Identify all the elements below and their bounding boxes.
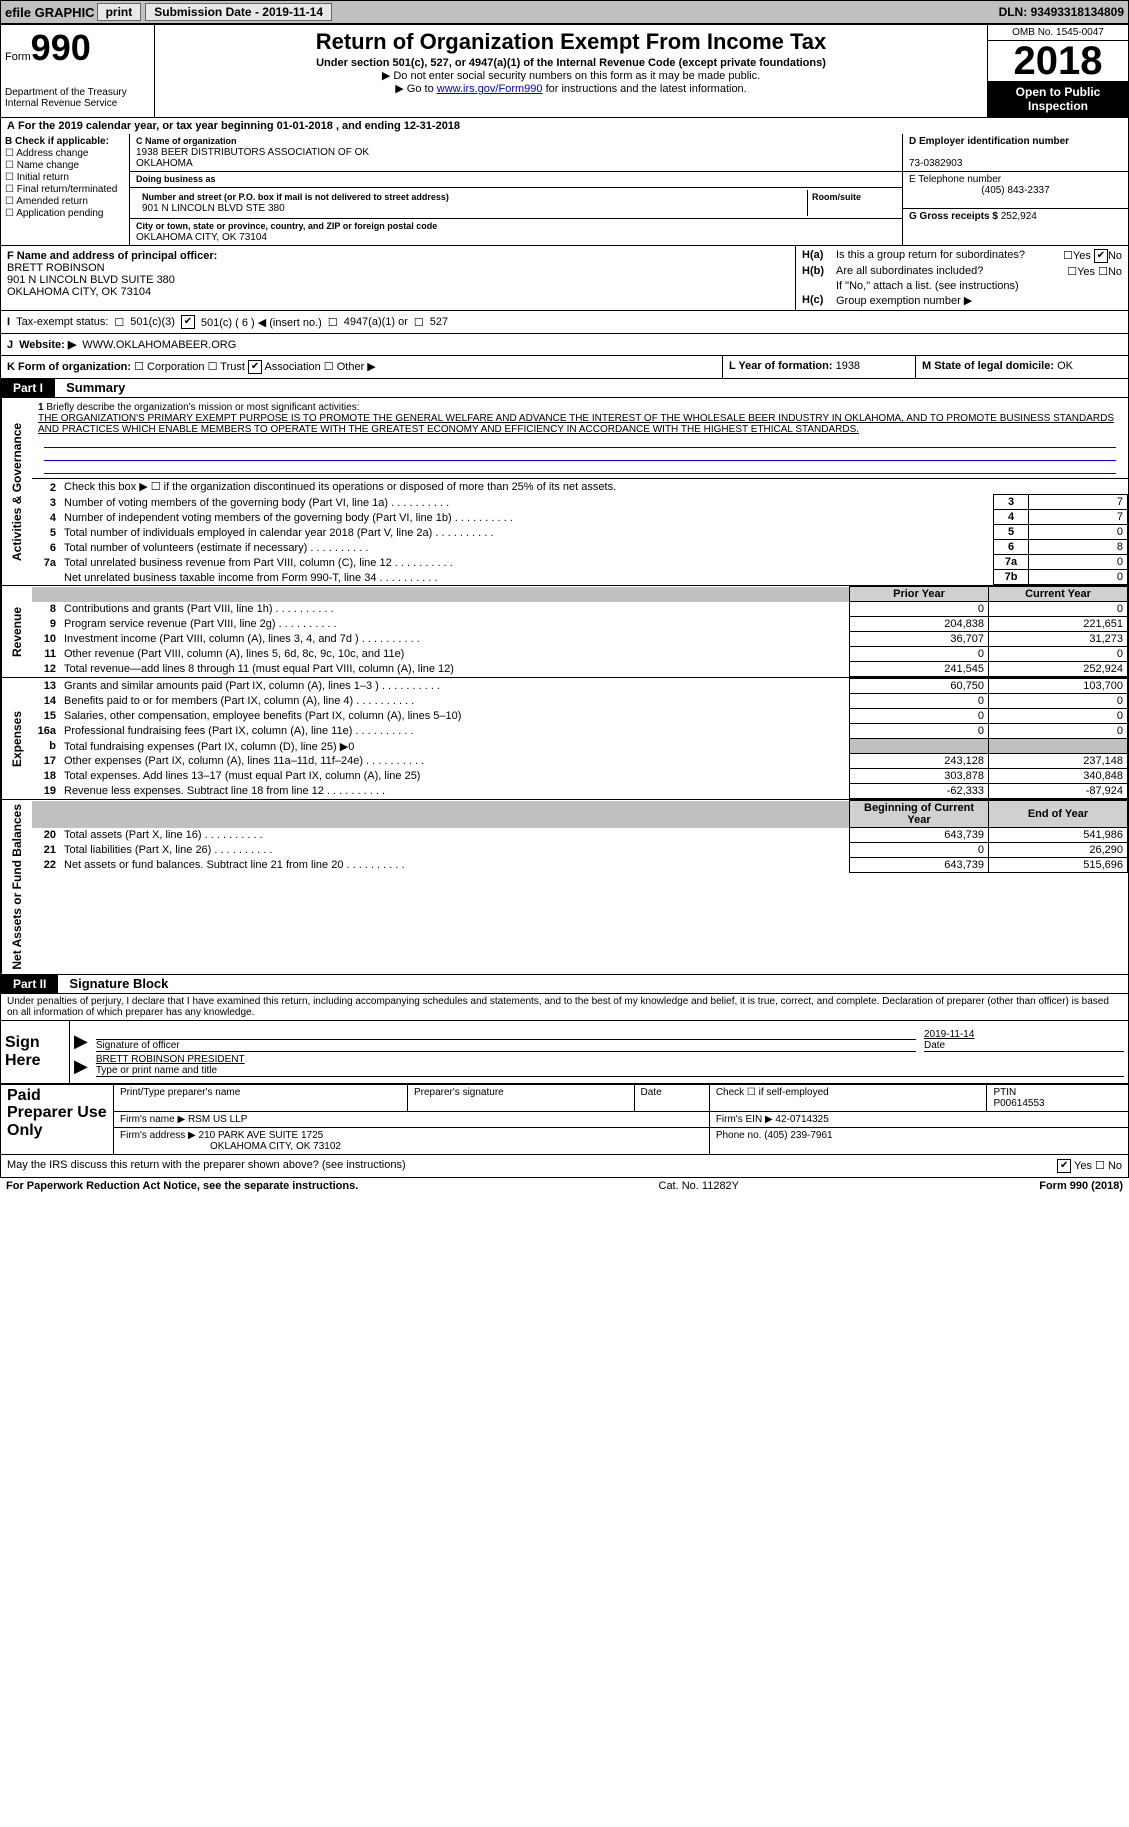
firm-name: RSM US LLP <box>188 1114 247 1125</box>
officer-signature-name: BRETT ROBINSON PRESIDENT <box>96 1054 245 1065</box>
officer-group-section: F Name and address of principal officer:… <box>0 246 1129 311</box>
open-to-public: Open to Public Inspection <box>988 81 1128 117</box>
form-header: Form990 Department of the Treasury Inter… <box>0 24 1129 118</box>
efile-label: efile GRAPHIC <box>5 5 95 20</box>
form-number: Form990 <box>5 27 150 69</box>
signature-block: Under penalties of perjury, I declare th… <box>0 994 1129 1084</box>
governance-table: 2Check this box ▶ ☐ if the organization … <box>32 479 1128 585</box>
dept-treasury: Department of the Treasury <box>5 87 150 98</box>
revenue-table: Prior YearCurrent Year 8Contributions an… <box>32 586 1128 677</box>
submission-date-button[interactable]: Submission Date - 2019-11-14 <box>145 3 332 21</box>
governance-section: Activities & Governance 1 Briefly descri… <box>0 398 1129 586</box>
identity-section: B Check if applicable: ☐ Address change … <box>0 134 1129 246</box>
phone: (405) 843-2337 <box>909 185 1122 196</box>
org-name: 1938 BEER DISTRIBUTORS ASSOCIATION OF OK <box>136 147 369 158</box>
netassets-section: Net Assets or Fund Balances Beginning of… <box>0 800 1129 975</box>
part-ii-header: Part II <box>1 975 58 993</box>
org-address: 901 N LINCOLN BLVD STE 380 <box>142 203 285 214</box>
checkbox-column: B Check if applicable: ☐ Address change … <box>1 134 130 245</box>
irs-link[interactable]: www.irs.gov/Form990 <box>437 83 543 95</box>
website: WWW.OKLAHOMABEER.ORG <box>82 339 236 351</box>
website-row: J Website: ▶ WWW.OKLAHOMABEER.ORG <box>0 334 1129 356</box>
revenue-section: Revenue Prior YearCurrent Year 8Contribu… <box>0 586 1129 678</box>
note-link: ▶ Go to www.irs.gov/Form990 for instruct… <box>157 82 985 95</box>
form-subtitle: Under section 501(c), 527, or 4947(a)(1)… <box>157 57 985 69</box>
expenses-table: 13Grants and similar amounts paid (Part … <box>32 678 1128 799</box>
tax-exempt-row: I Tax-exempt status: ☐ 501(c)(3) ✔ 501(c… <box>0 311 1129 334</box>
officer-name: BRETT ROBINSON <box>7 262 105 274</box>
note-ssn: ▶ Do not enter social security numbers o… <box>157 69 985 82</box>
discuss-row: May the IRS discuss this return with the… <box>0 1155 1129 1178</box>
dln: DLN: 93493318134809 <box>999 5 1124 19</box>
expenses-section: Expenses 13Grants and similar amounts pa… <box>0 678 1129 800</box>
mission-text: THE ORGANIZATION'S PRIMARY EXEMPT PURPOS… <box>38 413 1114 435</box>
org-city: OKLAHOMA CITY, OK 73104 <box>136 232 267 243</box>
print-button[interactable]: print <box>97 3 142 21</box>
netassets-table: Beginning of Current YearEnd of Year 20T… <box>32 800 1128 873</box>
org-form-row: K Form of organization: ☐ Corporation ☐ … <box>0 356 1129 379</box>
gross-receipts: 252,924 <box>1001 211 1037 222</box>
form-title: Return of Organization Exempt From Incom… <box>157 29 985 55</box>
paid-preparer-table: Paid Preparer Use Only Print/Type prepar… <box>0 1084 1129 1155</box>
tax-year-line: A For the 2019 calendar year, or tax yea… <box>0 118 1129 134</box>
irs-label: Internal Revenue Service <box>5 98 150 109</box>
top-bar: efile GRAPHIC print Submission Date - 20… <box>0 0 1129 24</box>
ein: 73-0382903 <box>909 158 962 169</box>
tax-year: 2018 <box>988 41 1128 81</box>
part-i-header: Part I <box>1 379 55 397</box>
footer: For Paperwork Reduction Act Notice, see … <box>0 1178 1129 1194</box>
